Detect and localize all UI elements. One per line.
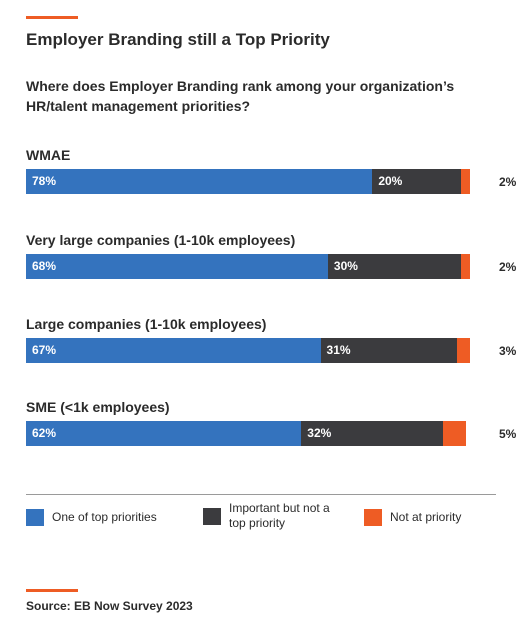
category-label: Large companies (1-10k employees) [26,316,267,332]
bar-segment-top-priorities: 78% [26,169,373,194]
legend-label-top-priorities: One of top priorities [52,510,157,524]
bar-segment-not-priority [461,254,470,279]
category-label: Very large companies (1-10k employees) [26,232,296,248]
legend-divider [26,494,496,495]
legend-item-important: Important but not a top priority [203,501,344,531]
legend-label-not-priority: Not at priority [390,510,462,524]
data-label: 32% [307,426,332,440]
data-label: 2% [499,260,517,274]
legend-item-not-priority: Not at priority [364,509,461,526]
bar-segment-top-priorities: 68% [26,254,328,279]
bar-segment-important: 31% [320,338,457,363]
legend-label-important: Important but not a top priority [229,501,330,530]
legend-swatch-top-priorities [26,509,44,526]
chart-question: Where does Employer Branding rank among … [26,78,455,114]
data-label: 31% [326,343,351,357]
legend-swatch-important [203,507,221,525]
bar-segment-top-priorities: 67% [26,338,321,363]
legend-swatch-not-priority [364,509,382,526]
bar-segment-not-priority [443,421,466,446]
bar-segment-not-priority [461,169,470,194]
data-label: 62% [32,426,57,440]
bar-row: 62% 32% [26,421,470,446]
data-label: 3% [499,344,517,358]
bar-segment-important: 30% [327,254,462,279]
bar-row: 67% 31% [26,338,470,363]
bar-row: 78% 20% [26,169,470,194]
bar-row: 68% 30% [26,254,470,279]
data-label: 30% [333,259,358,273]
legend-item-top-priorities: One of top priorities [26,509,157,526]
bar-segment-top-priorities: 62% [26,421,302,446]
data-label: 68% [32,259,57,273]
title-accent-line [26,16,78,19]
chart-title: Employer Branding still a Top Priority [26,30,330,49]
category-label: SME (<1k employees) [26,399,170,415]
source-note: Source: EB Now Survey 2023 [26,599,193,613]
bar-segment-not-priority [456,338,470,363]
data-label: 78% [32,174,57,188]
bar-segment-important: 32% [301,421,444,446]
footer-accent-line [26,589,78,592]
data-label: 2% [499,175,517,189]
data-label: 20% [378,174,403,188]
category-label: WMAE [26,147,71,163]
data-label: 5% [499,427,517,441]
bar-segment-important: 20% [372,169,462,194]
data-label: 67% [32,343,57,357]
